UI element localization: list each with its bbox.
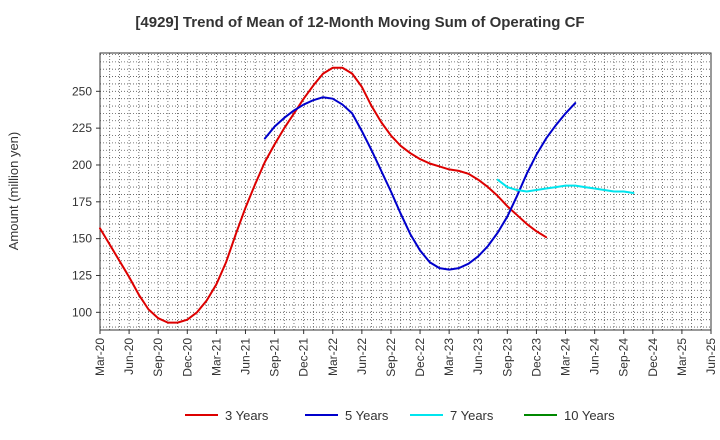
series-layer: [99, 66, 635, 324]
x-tick-label: Dec-21: [297, 338, 311, 377]
legend-label: 10 Years: [564, 408, 615, 423]
x-tick-label: Jun-25: [704, 338, 718, 375]
x-tick-label: Mar-23: [442, 338, 456, 376]
series-line-7-years: [496, 178, 635, 194]
x-tick-label: Mar-20: [93, 338, 107, 376]
chart-title: [4929] Trend of Mean of 12-Month Moving …: [135, 14, 585, 31]
y-tick-label: 175: [72, 195, 92, 209]
series-line-5-years: [263, 96, 577, 271]
x-tick-label: Dec-20: [180, 338, 194, 377]
y-tick-label: 125: [72, 268, 92, 282]
x-tick-label: Sep-23: [500, 338, 514, 377]
x-tick-label: Jun-20: [122, 338, 136, 375]
x-tick-label: Dec-22: [413, 338, 427, 377]
x-tick-label: Sep-20: [151, 338, 165, 377]
x-tick-label: Jun-23: [471, 338, 485, 375]
legend: 3 Years 5 Years 7 Years 10 Years: [185, 408, 615, 423]
x-tick-label: Dec-24: [646, 338, 660, 377]
y-tick-label: 200: [72, 158, 92, 172]
legend-label: 5 Years: [345, 408, 389, 423]
x-tick-label: Sep-21: [268, 338, 282, 377]
x-tick-label: Mar-21: [209, 338, 223, 376]
plot-frame: [99, 52, 712, 331]
x-tick-label: Sep-24: [617, 338, 631, 377]
x-tick-label: Mar-25: [675, 338, 689, 376]
x-tick-label: Jun-24: [588, 338, 602, 375]
x-tick-label: Dec-23: [529, 338, 543, 377]
grid-layer: [100, 53, 711, 330]
series-line-3-years: [99, 66, 548, 324]
x-tick-label: Jun-22: [355, 338, 369, 375]
x-axis-ticks: Mar-20 Jun-20 Sep-20 Dec-20 Mar-21 Jun-21 Sep-…: [93, 330, 718, 377]
x-tick-label: Mar-22: [326, 338, 340, 376]
y-axis-label: Amount (million yen): [6, 132, 21, 251]
x-tick-label: Mar-24: [559, 338, 573, 376]
legend-label: 3 Years: [225, 408, 269, 423]
legend-label: 7 Years: [450, 408, 494, 423]
y-tick-label: 250: [72, 84, 92, 98]
y-tick-label: 225: [72, 121, 92, 135]
y-tick-label: 100: [72, 305, 92, 319]
x-tick-label: Sep-22: [384, 338, 398, 377]
x-tick-label: Jun-21: [238, 338, 252, 375]
y-tick-label: 150: [72, 232, 92, 246]
y-axis-ticks: 100 125 150 175 200 225 250: [72, 84, 100, 319]
